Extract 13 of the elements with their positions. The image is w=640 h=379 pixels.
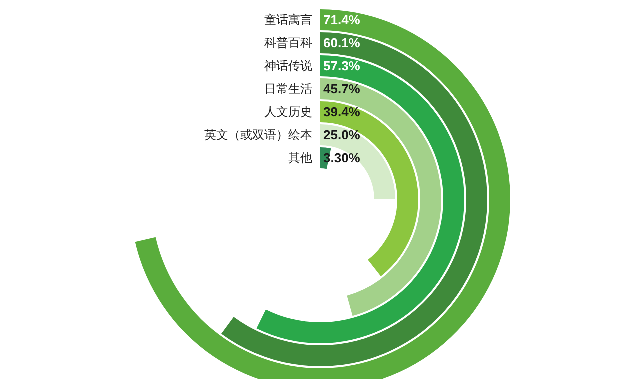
category-label: 童话寓言	[264, 13, 312, 27]
category-label: 日常生活	[264, 82, 312, 96]
category-label: 神话传说	[264, 59, 312, 73]
data-label: 57.3%	[324, 58, 361, 74]
category-label: 人文历史	[264, 105, 312, 119]
data-label: 39.4%	[324, 104, 361, 120]
data-label: 71.4%	[324, 12, 361, 28]
category-label: 英文（或双语）绘本	[204, 128, 312, 142]
category-label: 其他	[288, 151, 312, 165]
data-label: 25.0%	[324, 128, 361, 142]
data-label: 45.7%	[324, 82, 361, 96]
category-label: 科普百科	[264, 36, 312, 50]
data-label: 60.1%	[324, 36, 361, 50]
